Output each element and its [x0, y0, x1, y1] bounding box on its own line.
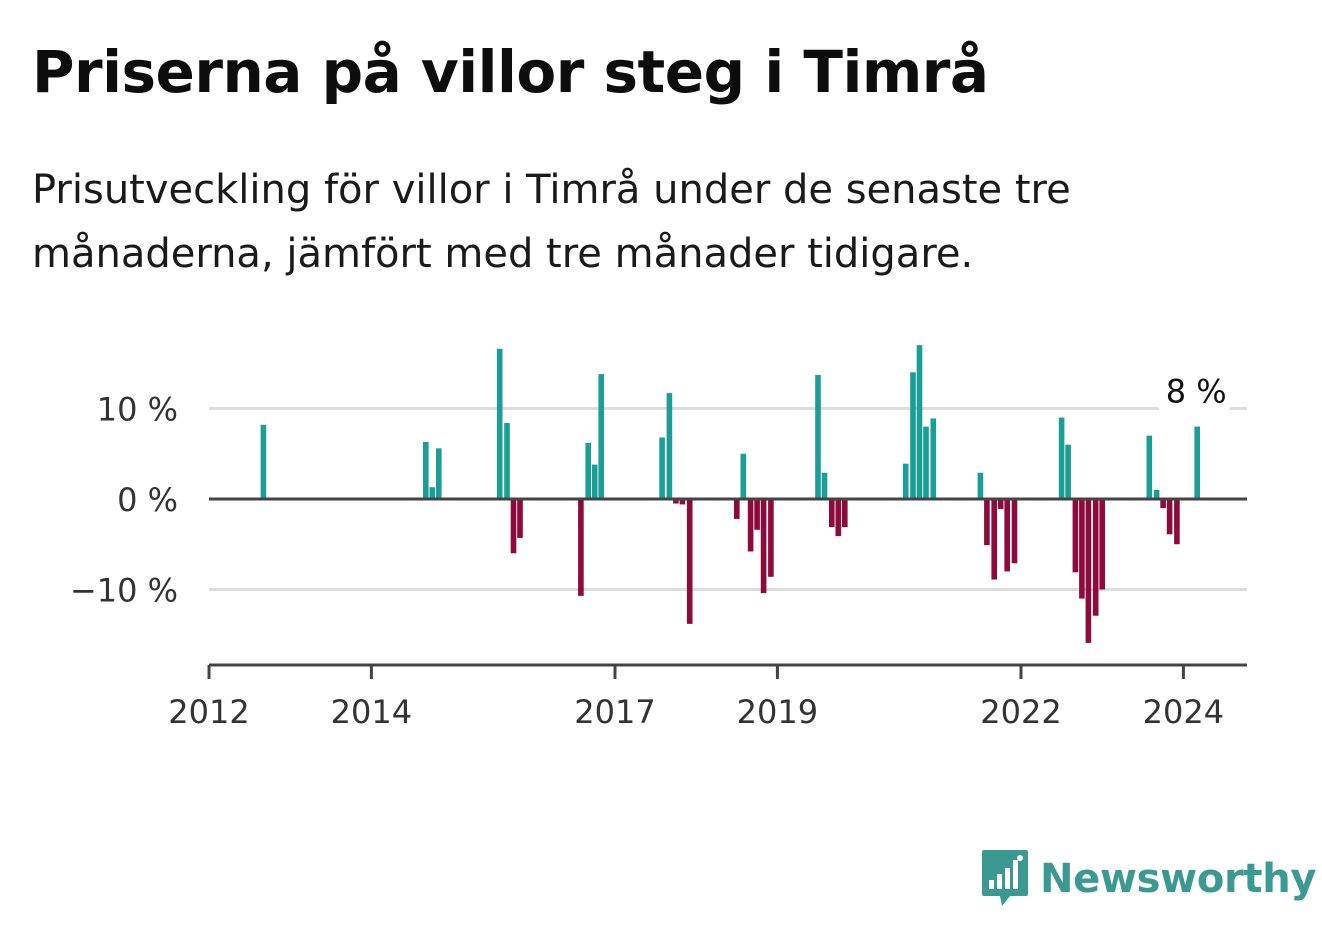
bar: [829, 499, 835, 528]
bar: [429, 487, 436, 499]
bar: [930, 418, 937, 499]
bar-chart: 10 % 0 % −10 % 2012 2014 2017 2019 2022 2024 8 %: [70, 345, 1247, 731]
bar: [1160, 499, 1166, 509]
bar: [423, 441, 429, 499]
chart-title: Priserna på villor steg i Timrå: [32, 38, 989, 106]
newsworthy-logo: Newsworthy: [980, 848, 1317, 910]
bar: [815, 375, 821, 499]
x-tick-label: 2019: [737, 693, 818, 731]
bar: [821, 472, 828, 499]
bar-chart-logo-icon: [982, 850, 1028, 906]
bar: [504, 422, 510, 499]
bar: [1011, 499, 1018, 564]
bar: [666, 393, 673, 499]
bar: [1153, 489, 1160, 499]
bar: [984, 499, 990, 546]
y-tick-label: 10 %: [97, 391, 178, 429]
x-tick-label: 2012: [168, 693, 249, 731]
bar: [991, 499, 998, 580]
bar: [1174, 499, 1180, 545]
bars: [260, 345, 1201, 643]
annotation-background: [1158, 374, 1231, 411]
axes: [207, 497, 1247, 679]
bar: [598, 374, 604, 499]
bar: [1092, 499, 1099, 616]
x-tick-label: 2017: [574, 693, 655, 731]
bar: [591, 464, 598, 499]
bar: [659, 437, 665, 499]
bar: [517, 499, 523, 538]
bar: [510, 499, 517, 554]
bar: [496, 348, 503, 499]
bar: [686, 499, 693, 624]
brand-name: Newsworthy: [1040, 856, 1317, 902]
bar: [679, 499, 686, 505]
grid-lines: [209, 407, 1247, 591]
y-tick-label: 0 %: [117, 481, 178, 519]
bar: [768, 499, 774, 577]
bar: [585, 442, 592, 499]
bar: [734, 499, 740, 519]
bar: [747, 499, 754, 552]
bar: [760, 499, 767, 594]
bar: [1065, 444, 1071, 499]
y-tick-label: −10 %: [70, 572, 178, 610]
bar: [578, 499, 584, 596]
bar: [835, 499, 842, 537]
bar: [435, 448, 442, 499]
bar: [673, 499, 679, 504]
bar: [1004, 499, 1010, 572]
x-tick-label: 2024: [1143, 693, 1224, 731]
bar: [923, 426, 929, 499]
bar: [1058, 417, 1065, 499]
bar: [916, 345, 923, 499]
latest-value-label: 8 %: [1166, 373, 1227, 411]
bar: [260, 424, 267, 499]
chart-subtitle: Prisutveckling för villor i Timrå under …: [32, 167, 1071, 277]
bar: [754, 499, 760, 530]
bar: [977, 472, 984, 499]
x-tick-label: 2022: [980, 693, 1061, 731]
bar: [740, 453, 747, 499]
bar: [1146, 435, 1153, 499]
bar: [902, 463, 909, 499]
bar: [1194, 426, 1201, 499]
bar: [841, 499, 848, 528]
bar: [910, 372, 916, 499]
labels: 10 % 0 % −10 % 2012 2014 2017 2019 2022 2024 8 %: [70, 373, 1231, 731]
bar: [1099, 499, 1105, 590]
bar: [1085, 499, 1092, 643]
bar: [997, 499, 1004, 509]
bar: [1072, 499, 1079, 573]
bar: [1166, 499, 1173, 535]
x-tick-label: 2014: [331, 693, 412, 731]
bar: [1079, 499, 1085, 599]
